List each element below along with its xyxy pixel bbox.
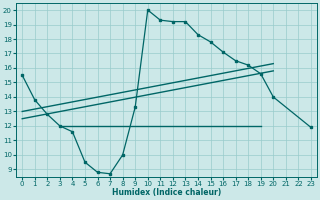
X-axis label: Humidex (Indice chaleur): Humidex (Indice chaleur) — [112, 188, 221, 197]
